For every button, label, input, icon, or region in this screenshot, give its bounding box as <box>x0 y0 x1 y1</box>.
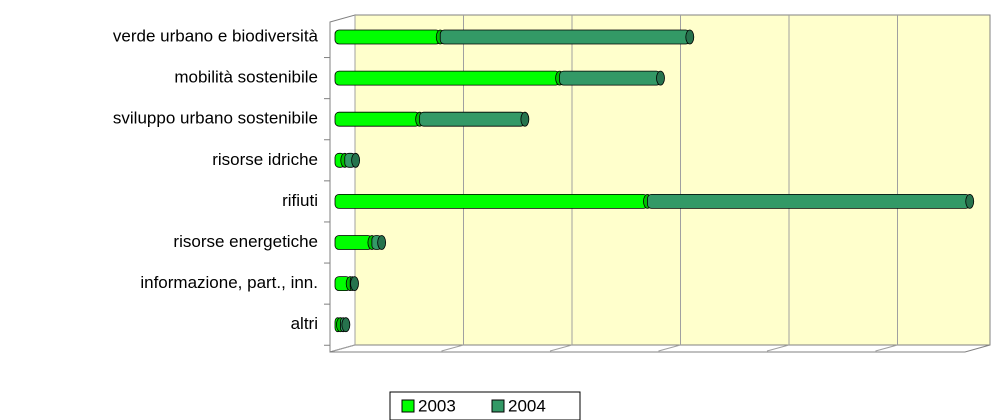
bar-cap <box>965 193 975 209</box>
category-label: informazione, part., inn. <box>140 273 318 292</box>
bar <box>334 111 421 127</box>
category-label: altri <box>291 314 318 333</box>
legend: 2003 2004 <box>401 396 546 415</box>
bar <box>647 193 971 209</box>
bar <box>334 70 560 86</box>
bar <box>559 70 661 86</box>
bars <box>334 29 975 333</box>
bar <box>334 235 373 250</box>
floor-tick <box>332 344 356 352</box>
category-label: mobilità sostenibile <box>174 68 318 87</box>
side-wall <box>329 14 356 353</box>
floor-tick <box>549 344 573 352</box>
category-label: risorse energetiche <box>173 232 318 251</box>
bar-cap <box>351 152 361 168</box>
category-label: sviluppo urbano sostenibile <box>113 109 318 128</box>
legend-swatch <box>401 399 415 413</box>
bar-cap <box>656 70 665 86</box>
bar <box>419 111 526 127</box>
category-labels: verde urbano e biodiversità mobilità sost… <box>113 26 330 346</box>
bar-cap <box>520 111 530 127</box>
floor-tick <box>441 344 464 352</box>
category-label: rifiuti <box>282 191 318 210</box>
category-label: risorse idriche <box>212 150 318 169</box>
bar-cap <box>377 235 387 250</box>
bar <box>334 193 648 209</box>
bar-cap <box>341 317 351 333</box>
bar <box>439 29 691 45</box>
category-label: verde urbano e biodiversità <box>113 26 319 45</box>
floor-tick <box>658 344 681 352</box>
back-wall <box>354 14 991 346</box>
grid <box>332 15 898 352</box>
legend-label: 2003 <box>418 396 456 415</box>
bar <box>334 29 441 45</box>
bar-cap <box>685 29 695 45</box>
bar-cap <box>350 276 359 292</box>
floor-tick <box>875 344 898 352</box>
legend-box <box>389 391 581 420</box>
legend-label: 2004 <box>508 396 546 415</box>
legend-swatch <box>491 399 505 413</box>
floor-tick <box>766 344 790 352</box>
